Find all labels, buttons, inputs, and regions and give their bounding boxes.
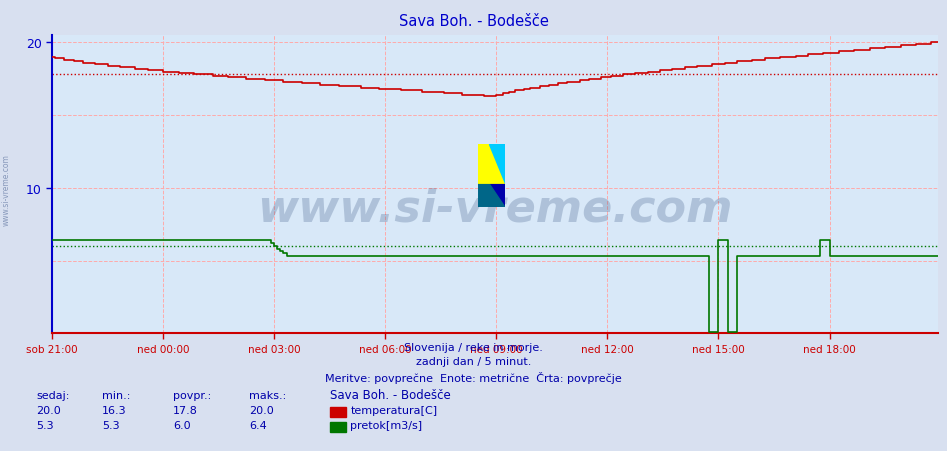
Text: pretok[m3/s]: pretok[m3/s] xyxy=(350,420,422,430)
Text: sedaj:: sedaj: xyxy=(36,390,69,400)
Text: 17.8: 17.8 xyxy=(173,405,198,415)
Polygon shape xyxy=(478,184,505,207)
Text: zadnji dan / 5 minut.: zadnji dan / 5 minut. xyxy=(416,356,531,366)
Text: www.si-vreme.com: www.si-vreme.com xyxy=(2,153,11,226)
Text: Meritve: povprečne  Enote: metrične  Črta: povprečje: Meritve: povprečne Enote: metrične Črta:… xyxy=(325,371,622,383)
Text: Sava Boh. - Bodešče: Sava Boh. - Bodešče xyxy=(399,14,548,28)
Text: min.:: min.: xyxy=(102,390,131,400)
Text: 20.0: 20.0 xyxy=(249,405,274,415)
Text: 6.0: 6.0 xyxy=(173,420,191,430)
Polygon shape xyxy=(478,144,505,184)
Text: maks.:: maks.: xyxy=(249,390,286,400)
Text: 5.3: 5.3 xyxy=(36,420,54,430)
Text: 6.4: 6.4 xyxy=(249,420,267,430)
Bar xyxy=(489,184,505,207)
Text: www.si-vreme.com: www.si-vreme.com xyxy=(257,187,733,230)
Text: Sava Boh. - Bodešče: Sava Boh. - Bodešče xyxy=(330,388,451,401)
Bar xyxy=(478,144,489,184)
Bar xyxy=(489,144,505,184)
Text: Slovenija / reke in morje.: Slovenija / reke in morje. xyxy=(404,342,543,352)
Text: 5.3: 5.3 xyxy=(102,420,120,430)
Text: 16.3: 16.3 xyxy=(102,405,127,415)
Text: 20.0: 20.0 xyxy=(36,405,61,415)
Polygon shape xyxy=(489,144,505,184)
Text: povpr.:: povpr.: xyxy=(173,390,211,400)
Text: temperatura[C]: temperatura[C] xyxy=(350,405,438,415)
